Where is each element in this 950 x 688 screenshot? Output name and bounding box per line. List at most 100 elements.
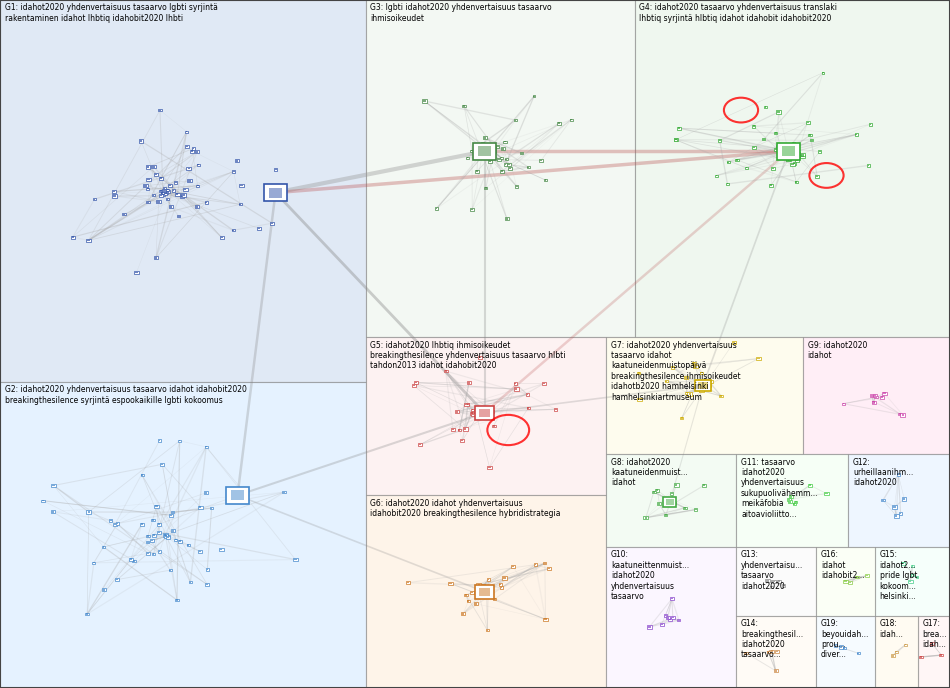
Bar	[702, 387, 707, 390]
Text: G5: idahot2020 lhbtiq ihmisoikeudet
breakingthesilence yhdenvertaisuus tasaarvo : G5: idahot2020 lhbtiq ihmisoikeudet brea…	[370, 341, 566, 370]
Bar	[788, 500, 792, 504]
Bar	[463, 105, 466, 107]
Bar	[472, 409, 473, 410]
Bar	[904, 644, 907, 646]
Bar	[774, 148, 778, 151]
Bar	[718, 139, 721, 142]
Bar	[485, 187, 486, 189]
Bar	[899, 512, 902, 515]
Bar	[162, 189, 166, 193]
Bar	[103, 546, 104, 548]
Bar	[793, 163, 795, 164]
Bar	[162, 464, 163, 465]
Bar	[779, 155, 784, 158]
Bar	[901, 413, 905, 417]
Bar	[715, 175, 717, 176]
Bar	[112, 190, 117, 193]
Bar	[816, 175, 818, 177]
Bar	[898, 413, 902, 416]
Bar	[702, 386, 707, 389]
Bar	[882, 396, 884, 398]
Bar	[670, 619, 672, 621]
Bar	[165, 535, 167, 536]
Bar	[782, 152, 784, 153]
Bar	[168, 535, 169, 536]
Bar	[776, 145, 780, 148]
Bar	[166, 191, 168, 193]
Bar	[678, 127, 680, 129]
Bar	[666, 616, 670, 619]
Bar	[182, 194, 184, 196]
Bar	[171, 530, 175, 533]
Bar	[744, 652, 748, 654]
Bar	[163, 533, 167, 537]
Bar	[875, 547, 950, 616]
Bar	[185, 131, 188, 133]
Bar	[855, 576, 859, 579]
Bar	[916, 577, 919, 579]
Bar	[732, 341, 736, 344]
Bar	[147, 541, 148, 543]
Bar	[791, 164, 794, 165]
Bar	[467, 381, 471, 384]
Bar	[87, 511, 90, 513]
Bar	[485, 149, 489, 152]
Bar	[493, 153, 494, 154]
Bar	[675, 484, 677, 486]
Bar	[542, 382, 546, 385]
Bar	[165, 190, 170, 193]
Bar	[489, 161, 491, 162]
Bar	[269, 188, 282, 197]
Bar	[113, 195, 116, 197]
Bar	[117, 579, 119, 580]
Bar	[471, 413, 475, 416]
Bar	[797, 153, 799, 155]
Bar	[471, 412, 473, 414]
Bar	[167, 199, 168, 200]
Bar	[455, 411, 459, 413]
Bar	[783, 585, 785, 586]
Bar	[166, 189, 169, 191]
Bar	[478, 412, 481, 413]
Bar	[505, 158, 506, 160]
Bar	[93, 198, 96, 200]
Bar	[197, 185, 199, 186]
Bar	[525, 394, 529, 396]
Bar	[180, 195, 182, 197]
Bar	[128, 557, 133, 561]
Bar	[763, 139, 765, 140]
Bar	[515, 388, 518, 390]
Bar	[146, 165, 150, 169]
Bar	[720, 396, 722, 397]
Bar	[476, 171, 478, 172]
Bar	[469, 411, 474, 415]
Bar	[903, 498, 905, 499]
Bar	[647, 625, 652, 629]
Bar	[452, 429, 454, 430]
Bar	[736, 547, 816, 616]
Bar	[177, 215, 180, 217]
Bar	[218, 548, 223, 551]
Bar	[479, 588, 490, 596]
Bar	[745, 166, 748, 169]
Bar	[904, 644, 906, 645]
Bar	[736, 616, 816, 688]
Bar	[204, 446, 208, 448]
Bar	[512, 566, 514, 568]
Text: G2: idahot2020 yhdenvertaisuus tasaarvo idahot idahobit2020
breakingthesilence s: G2: idahot2020 yhdenvertaisuus tasaarvo …	[5, 385, 247, 405]
Bar	[544, 619, 546, 620]
Bar	[796, 160, 798, 161]
Bar	[264, 184, 287, 201]
Bar	[476, 593, 479, 595]
Bar	[542, 383, 545, 385]
Bar	[244, 492, 246, 493]
Bar	[788, 151, 790, 152]
Bar	[116, 522, 120, 525]
Bar	[459, 429, 460, 431]
Bar	[757, 358, 760, 359]
Bar	[507, 164, 510, 166]
Bar	[480, 412, 483, 414]
Bar	[479, 412, 481, 413]
Bar	[465, 594, 467, 596]
Bar	[465, 428, 466, 430]
